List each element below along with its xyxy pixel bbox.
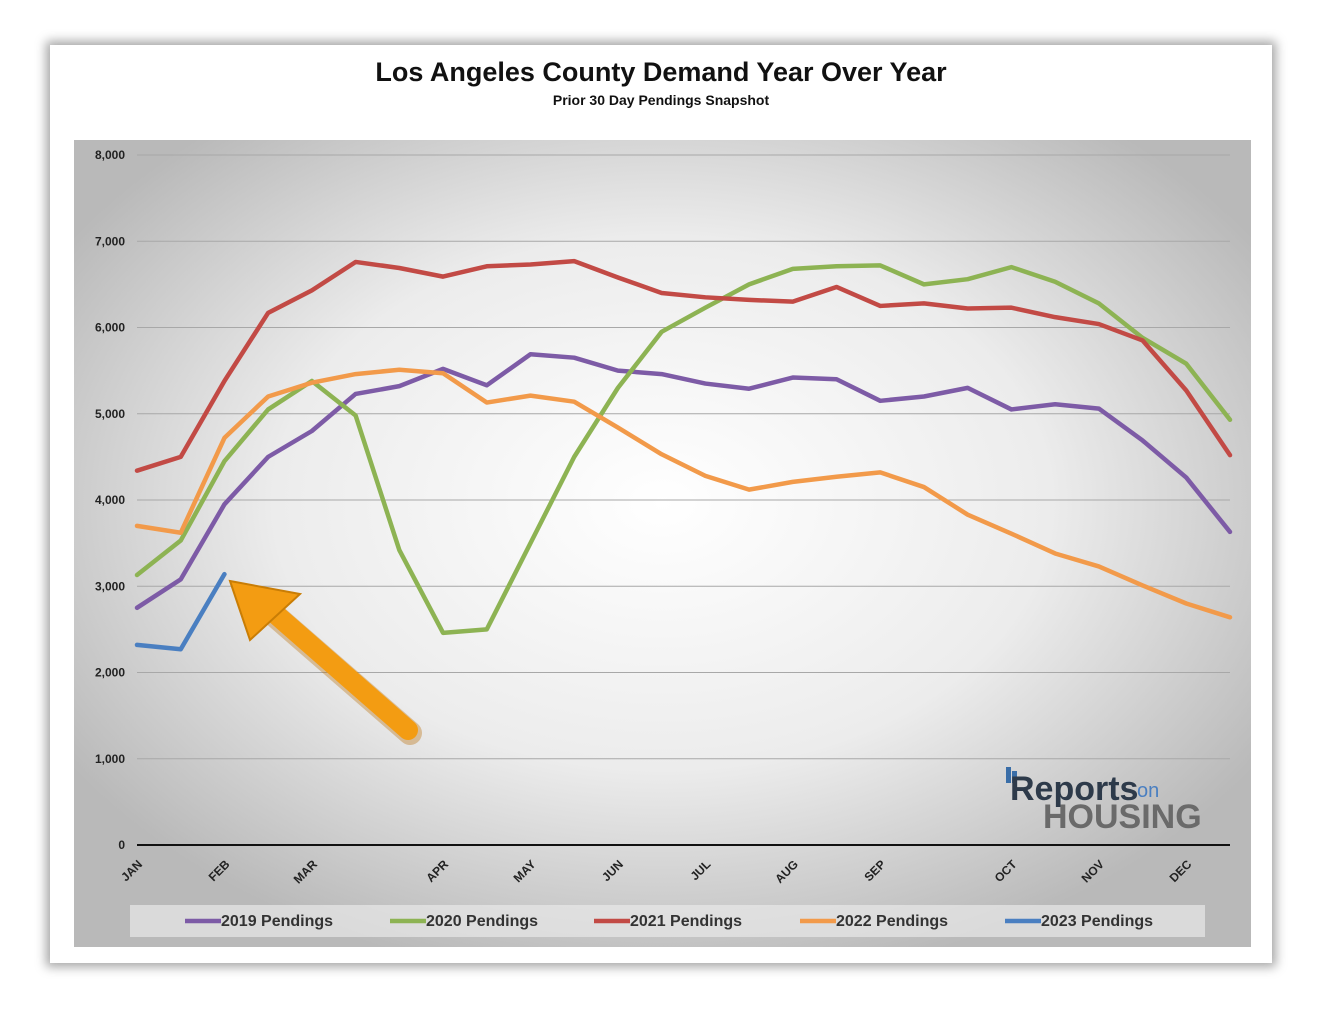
chart-card: 0 1,000 2,000 3,000 4,000 5,000 6,000 7,000 8,00… (50, 45, 1272, 963)
y-tick-label: 8,000 (95, 148, 125, 162)
plot-area-background (74, 140, 1251, 947)
y-tick-label: 1,000 (95, 752, 125, 766)
y-tick-label: 6,000 (95, 321, 125, 335)
legend: 2019 Pendings 2020 Pendings 2021 Pendings 2… (185, 913, 1153, 930)
series-lines (134, 258, 1233, 652)
chart-svg: 0 1,000 2,000 3,000 4,000 5,000 6,000 7,000 8,00… (74, 140, 1251, 947)
y-tick-label: 5,000 (95, 407, 125, 421)
series-line-2023 (134, 571, 227, 652)
logo-line1-suffix: on (1137, 780, 1159, 802)
annotation-arrow (228, 579, 422, 745)
y-tick-label: 0 (118, 838, 125, 852)
y-tick-label: 2,000 (95, 666, 125, 680)
y-axis-ticks: 0 1,000 2,000 3,000 4,000 5,000 6,000 7,000 8,00… (95, 148, 125, 852)
y-tick-label: 7,000 (95, 234, 125, 248)
series-line-2022 (134, 367, 1233, 620)
chart-subtitle: Prior 30 Day Pendings Snapshot (552, 92, 770, 108)
legend-label: 2023 Pendings (1041, 913, 1153, 930)
legend-label: 2022 Pendings (836, 913, 948, 930)
legend-label: 2019 Pendings (221, 913, 333, 930)
series-line-2019 (134, 351, 1233, 611)
logo-line1: Reports (1010, 770, 1138, 808)
y-tick-label: 3,000 (95, 579, 125, 593)
y-tick-label: 4,000 (95, 493, 125, 507)
series-line-2020 (134, 263, 1233, 636)
chart-title: Los Angeles County Demand Year Over Year (375, 57, 947, 87)
gridlines (137, 154, 1230, 846)
series-line-2021 (134, 258, 1233, 473)
reports-on-housing-logo: Reports on HOUSING (1006, 767, 1202, 836)
legend-label: 2021 Pendings (630, 913, 742, 930)
logo-line2: HOUSING (1043, 798, 1202, 836)
legend-label: 2020 Pendings (426, 913, 538, 930)
